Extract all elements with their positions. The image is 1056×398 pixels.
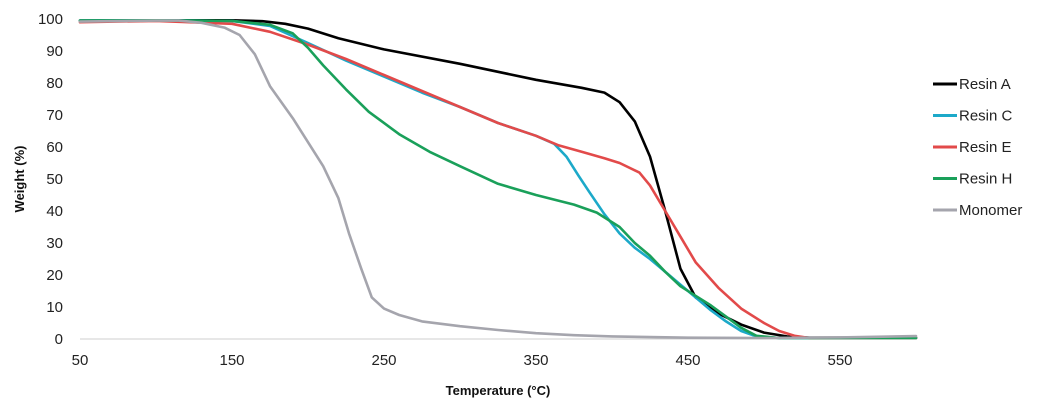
y-axis: 0 10 20 30 40 50 60 70 80 90 100 [38, 11, 63, 348]
legend-item: Resin H [933, 171, 1012, 188]
legend-label: Resin H [959, 171, 1012, 188]
series-line-resin-c [78, 19, 918, 340]
y-tick-label: 100 [38, 11, 63, 28]
legend-label: Resin A [959, 76, 1011, 93]
series-line-resin-a [78, 19, 918, 339]
x-axis-title: Temperature (°C) [446, 383, 551, 398]
y-tick-label: 80 [46, 75, 63, 92]
x-tick-label: 50 [72, 352, 89, 369]
y-tick-label: 50 [46, 171, 63, 188]
y-tick-label: 30 [46, 235, 63, 252]
x-tick-label: 350 [523, 352, 548, 369]
y-tick-label: 40 [46, 203, 63, 220]
legend-label: Resin C [959, 108, 1013, 125]
legend-label: Monomer [959, 202, 1022, 219]
x-tick-label: 150 [219, 352, 244, 369]
x-tick-label: 450 [675, 352, 700, 369]
x-tick-label: 250 [371, 352, 396, 369]
y-tick-label: 20 [46, 267, 63, 284]
series-line-resin-h [78, 19, 918, 340]
x-tick-label: 550 [827, 352, 852, 369]
y-tick-label: 10 [46, 299, 63, 316]
series-layer [78, 19, 918, 340]
series-line-resin-e [78, 19, 918, 340]
y-axis-title: Weight (%) [12, 146, 27, 213]
y-tick-label: 0 [55, 331, 63, 348]
x-axis: 50 150 250 350 450 550 [72, 338, 916, 369]
series-line-monomer [78, 19, 918, 340]
legend-item: Monomer [933, 202, 1022, 219]
legend: Resin A Resin C Resin E Resin H Monomer [933, 76, 1022, 219]
y-tick-label: 90 [46, 43, 63, 60]
y-tick-label: 60 [46, 139, 63, 156]
y-tick-label: 70 [46, 107, 63, 124]
legend-item: Resin A [933, 76, 1011, 93]
legend-item: Resin C [933, 108, 1013, 125]
legend-label: Resin E [959, 139, 1012, 156]
legend-item: Resin E [933, 139, 1012, 156]
